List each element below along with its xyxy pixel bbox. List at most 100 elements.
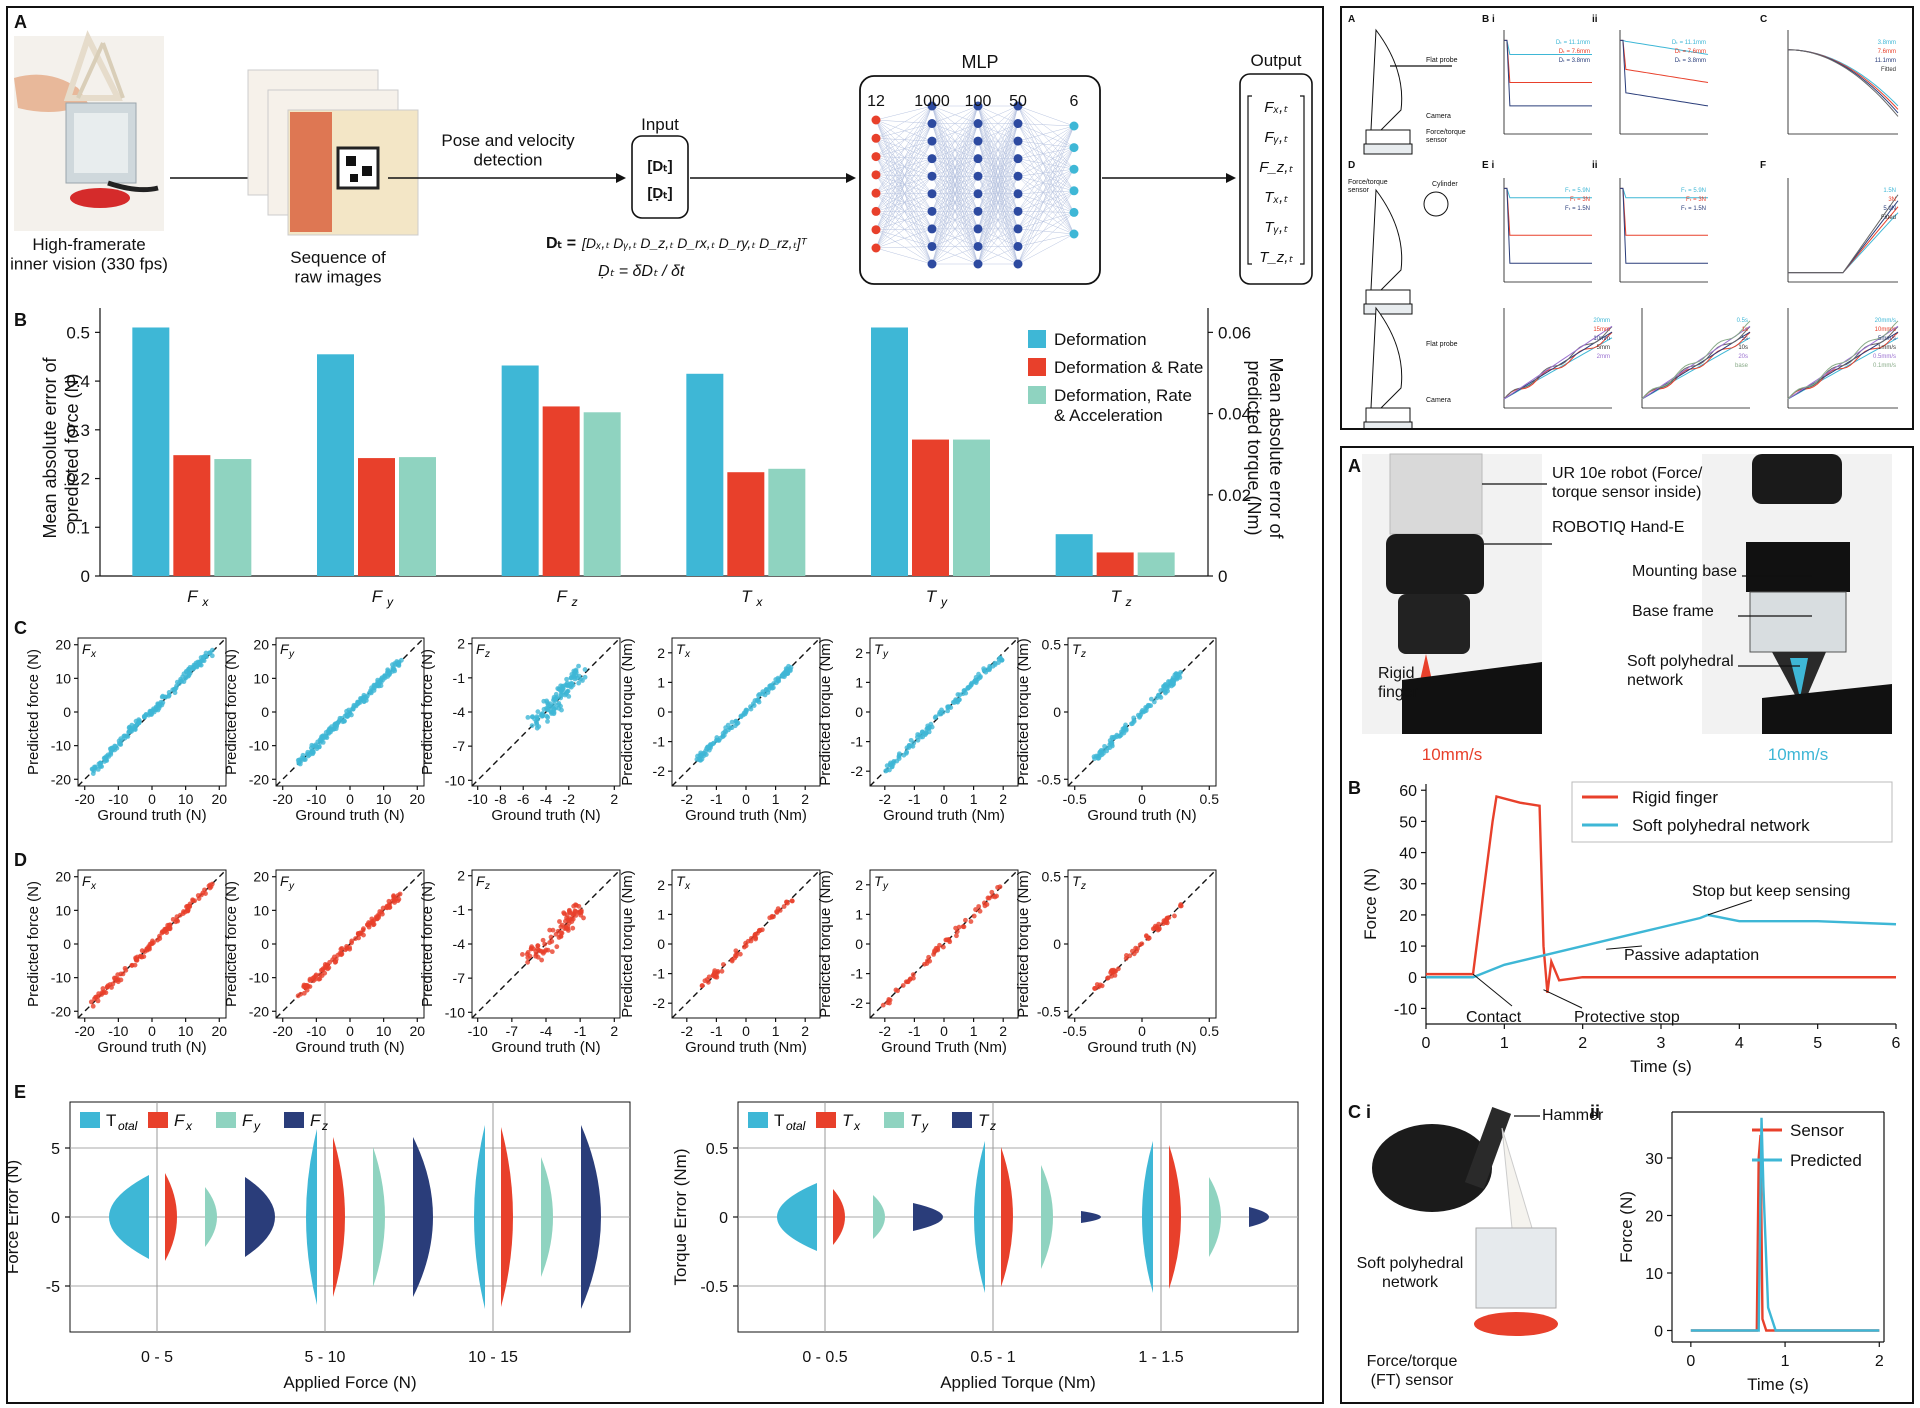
scatter-point [97, 763, 103, 769]
scatter-point [968, 919, 974, 924]
bar-category-sub: x [755, 595, 763, 609]
svg-text:0.5: 0.5 [66, 323, 90, 342]
scatter-xlabel: Ground Truth (Nm) [881, 1039, 1007, 1056]
xtick-label: 0 [148, 791, 156, 807]
svg-text:2: 2 [855, 877, 863, 893]
mini-curve [1504, 187, 1592, 264]
bar-category-label: F [556, 587, 568, 606]
svg-text:[Dₓ,ₜ Dᵧ,ₜ D_z,ₜ D_rx,ₜ D_: [Dₓ,ₜ Dᵧ,ₜ D_z,ₜ D_rx,ₜ D_ry,ₜ D_rz,ₜ]ᵀ [581, 235, 808, 251]
ytick-label: 20 [55, 869, 71, 885]
svg-text:20: 20 [253, 637, 269, 653]
mlp-neuron [973, 119, 983, 129]
cii-legend-0: Sensor [1790, 1121, 1844, 1140]
cage-struts [76, 42, 125, 99]
rt-chart-bii: Dₜ = 11.1mm Dₜ = 7.6mm Dₜ = 3.8mm [1619, 30, 1709, 135]
scatter-point [921, 731, 927, 737]
scatter-xlabel: Ground truth (N) [97, 807, 206, 824]
violin-legend-label: T [774, 1111, 784, 1130]
scatter-point [940, 944, 946, 950]
svg-text:-1: -1 [851, 734, 864, 750]
rt-label-f: F [1760, 160, 1766, 171]
violin-shape [1249, 1207, 1269, 1227]
ft-sensor-box [1363, 143, 1413, 155]
scatter-ylabel: Predicted force (N) [419, 881, 436, 1007]
bar-category-label: F [372, 587, 384, 606]
svg-text:Predicted torque (Nm): Predicted torque (Nm) [1015, 870, 1032, 1018]
mini-curve [1503, 326, 1613, 400]
scatter-point [1157, 693, 1162, 699]
mini-label: 3.8mm [1878, 40, 1896, 46]
scatter-point [539, 957, 545, 963]
xtick-label: 10 [178, 791, 194, 807]
scatter-point [1177, 675, 1183, 680]
ytick-label: 1 [657, 674, 665, 690]
violin-ytick-label: 5 [51, 1141, 60, 1158]
scatter-point [351, 702, 357, 708]
mini-curve [1503, 332, 1613, 400]
scatter-point [973, 907, 978, 912]
svg-text:Protective stop: Protective stop [1574, 1009, 1680, 1026]
series-0 [1426, 794, 1896, 993]
scatter-point [1127, 953, 1133, 959]
mlp-neuron [1013, 241, 1023, 251]
ytick-label: 0 [1053, 704, 1061, 720]
ytick-label: 0.5 [1042, 869, 1062, 885]
scatter-point [543, 947, 549, 953]
ytick-label: 30 [1645, 1151, 1663, 1168]
ytick-label: -10 [445, 772, 465, 788]
scatter-point [572, 908, 578, 914]
svg-text:5.9N: 5.9N [1883, 206, 1896, 212]
svg-text:1: 1 [772, 1023, 780, 1039]
output-term: F_z,ₜ [1259, 159, 1293, 176]
rt-label-d: D [1348, 160, 1355, 171]
svg-text:20: 20 [55, 869, 71, 885]
mlp-neuron [871, 115, 881, 125]
scatter-point [910, 972, 916, 977]
scatter-point [186, 670, 192, 676]
ytick-label: 0 [261, 936, 269, 952]
ytick-label: -2 [851, 995, 864, 1011]
svg-text:Soft polyhedral: Soft polyhedral [1357, 1255, 1464, 1272]
scatter-point [1129, 948, 1135, 954]
svg-text:Predicted: Predicted [1790, 1151, 1862, 1170]
violin-shape [333, 1137, 345, 1297]
svg-text:T: T [1072, 873, 1082, 889]
svg-text:-1: -1 [453, 670, 466, 686]
ft-base [1474, 1312, 1558, 1336]
callout-3: Base frame [1632, 603, 1714, 620]
scatter-point [1097, 982, 1103, 988]
scatter-point [396, 661, 402, 666]
violin-ylabel: Torque Error (Nm) [671, 1149, 690, 1286]
ytick-label: -10 [249, 970, 269, 986]
svg-text:D: D [1348, 160, 1355, 171]
scatter-point [732, 723, 738, 729]
xtick-label: -20 [75, 1023, 95, 1039]
scatter-point [525, 955, 531, 961]
svg-text:Ground truth (N): Ground truth (N) [295, 807, 404, 824]
series-1 [1426, 913, 1897, 979]
xtick-label: 10 [376, 791, 392, 807]
mini-label: 0.5mm/s [1873, 354, 1896, 360]
mlp-neuron [927, 171, 937, 181]
output-box [1239, 73, 1313, 285]
left-figure-panel: A High-framerate inner vision (330 fps) Seq… [6, 6, 1324, 1404]
bar-Ty-1 [912, 439, 949, 576]
svg-text:1: 1 [657, 906, 665, 922]
svg-text:UR 10e robot (Force/: UR 10e robot (Force/ [1552, 465, 1703, 482]
scatter-point [1131, 715, 1137, 721]
ytick-label: 0 [63, 704, 71, 720]
mini-curve [1620, 39, 1709, 107]
scatter-title: F [476, 873, 486, 889]
impact-chart: 0 10 20 30 0 1 2 Time (s) Force (N) Sensor Predict… [1617, 1111, 1885, 1394]
violin-shape [165, 1173, 177, 1261]
cii-series-1 [1690, 1117, 1880, 1332]
scatter-point [954, 929, 960, 935]
svg-text:F_z,ₜ: F_z,ₜ [1259, 159, 1293, 176]
identity-line [471, 637, 621, 787]
bar-category-label: T [926, 587, 938, 606]
svg-text:0.5: 0.5 [1042, 869, 1062, 885]
svg-text:0: 0 [261, 704, 269, 720]
svg-text:base: base [1735, 363, 1749, 369]
scatter-point [573, 667, 579, 673]
